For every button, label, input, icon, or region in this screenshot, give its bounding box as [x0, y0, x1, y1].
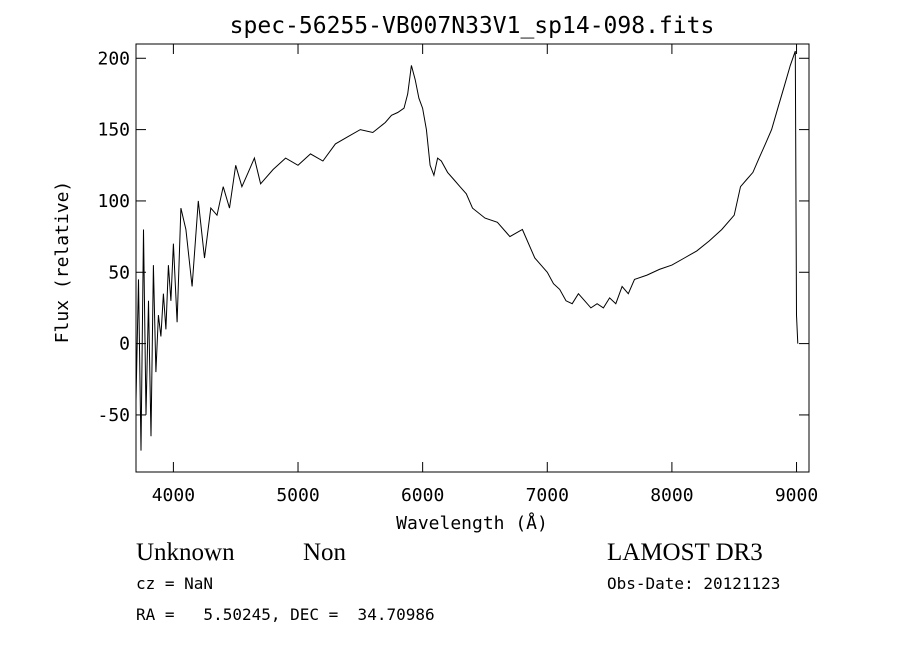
survey-name: LAMOST DR3	[607, 539, 763, 566]
observation-date: Obs-Date: 20121123	[607, 574, 780, 593]
x-tick-label: 7000	[526, 485, 569, 506]
x-axis-label: Wavelength (Å)	[396, 512, 548, 534]
spectrum-series-line	[135, 50, 799, 451]
chart-title: spec-56255-VB007N33V1_sp14-098.fits	[230, 13, 715, 39]
ra-dec-coordinates: RA = 5.50245, DEC = 34.70986	[136, 605, 435, 624]
y-tick-label: -50	[97, 405, 130, 426]
x-tick-label: 4000	[152, 485, 195, 506]
plot-frame	[135, 43, 810, 473]
x-tick-label: 5000	[276, 485, 319, 506]
x-axis-ticks: 4000 5000 6000 7000 8000 9000	[152, 44, 818, 506]
redshift-cz: cz = NaN	[136, 574, 213, 593]
y-axis-ticks: -50 0 50 100 150 200	[97, 48, 809, 426]
y-tick-label: 0	[119, 334, 130, 355]
y-tick-label: 200	[97, 48, 130, 69]
y-tick-label: 150	[97, 120, 130, 141]
y-tick-label: 50	[108, 262, 130, 283]
x-tick-label: 8000	[650, 485, 693, 506]
object-subclass: Non	[303, 539, 347, 566]
x-tick-label: 6000	[401, 485, 444, 506]
y-tick-label: 100	[97, 191, 130, 212]
object-class: Unknown	[136, 539, 235, 566]
y-axis-label: Flux (relative)	[52, 181, 73, 344]
x-tick-label: 9000	[775, 485, 818, 506]
